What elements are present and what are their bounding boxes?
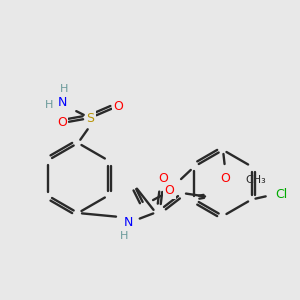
Text: N: N [123,215,133,229]
Text: N: N [57,97,67,110]
Text: O: O [57,116,67,130]
Text: O: O [164,184,174,197]
Text: O: O [220,172,230,184]
Text: H: H [60,84,68,94]
Text: O: O [158,172,168,184]
Text: Cl: Cl [275,188,288,201]
Text: H: H [45,100,53,110]
Text: CH₃: CH₃ [245,175,266,185]
Text: O: O [113,100,123,112]
Text: S: S [86,112,94,124]
Text: H: H [120,231,128,241]
